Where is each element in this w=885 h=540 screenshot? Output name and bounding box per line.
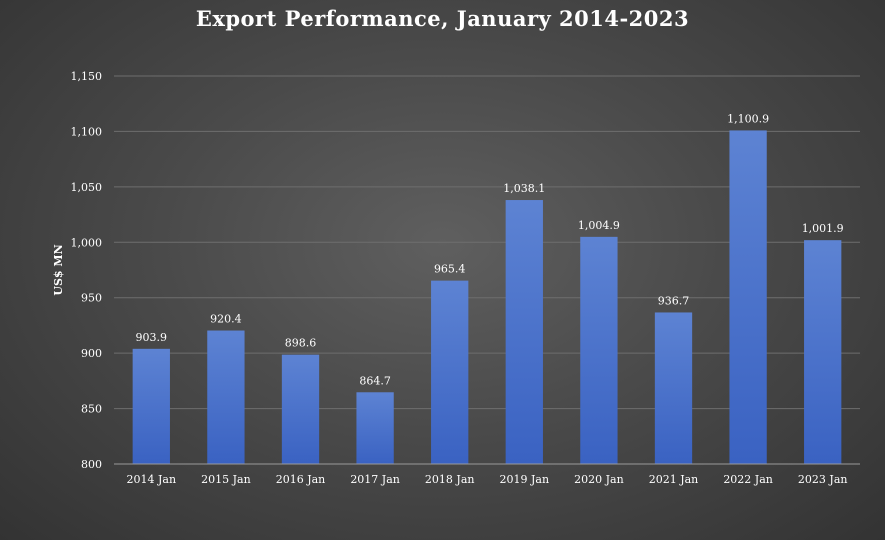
bar: [804, 240, 842, 464]
x-tick-label: 2022 Jan: [723, 473, 773, 486]
bar: [207, 330, 245, 464]
data-label: 1,001.9: [802, 222, 844, 235]
y-tick-label: 1,100: [71, 125, 103, 138]
x-tick-label: 2021 Jan: [649, 473, 699, 486]
x-tick-label: 2020 Jan: [574, 473, 624, 486]
x-tick-label: 2019 Jan: [500, 473, 550, 486]
data-label: 1,100.9: [727, 112, 769, 125]
y-tick-label: 950: [81, 292, 102, 305]
y-tick-label: 1,150: [71, 70, 103, 83]
bar: [281, 354, 320, 464]
bar: [505, 200, 543, 465]
x-tick-label: 2015 Jan: [201, 473, 251, 486]
x-tick-label: 2016 Jan: [276, 473, 326, 486]
data-label: 898.6: [285, 337, 317, 350]
bar: [729, 130, 767, 465]
labels: 800 850 900 950 1,000 1,050 1,100 1,150 US$ MN 90…: [52, 70, 847, 486]
data-label: 965.4: [434, 263, 466, 276]
data-label: 903.9: [136, 331, 168, 344]
x-tick-label: 2023 Jan: [798, 473, 848, 486]
y-tick-label: 800: [81, 458, 102, 471]
data-label: 936.7: [658, 294, 690, 307]
bar: [654, 312, 693, 464]
x-tick-label: 2018 Jan: [425, 473, 475, 486]
bars: [132, 130, 842, 465]
y-tick-label: 1,000: [71, 236, 103, 249]
data-label: 1,038.1: [503, 182, 545, 195]
data-label: 1,004.9: [578, 219, 620, 232]
y-tick-label: 850: [81, 403, 102, 416]
chart-title: Export Performance, January 2014-2023: [195, 6, 690, 31]
data-label: 920.4: [210, 313, 242, 326]
x-tick-label: 2017 Jan: [350, 473, 400, 486]
data-label: 864.7: [359, 374, 391, 387]
y-axis-title: US$ MN: [52, 244, 65, 295]
x-tick-label: 2014 Jan: [127, 473, 177, 486]
y-tick-label: 900: [81, 347, 102, 360]
y-tick-label: 1,050: [71, 181, 103, 194]
bar: [132, 348, 170, 464]
bar: [580, 236, 618, 464]
bar: [356, 392, 394, 464]
bar: [431, 280, 469, 464]
